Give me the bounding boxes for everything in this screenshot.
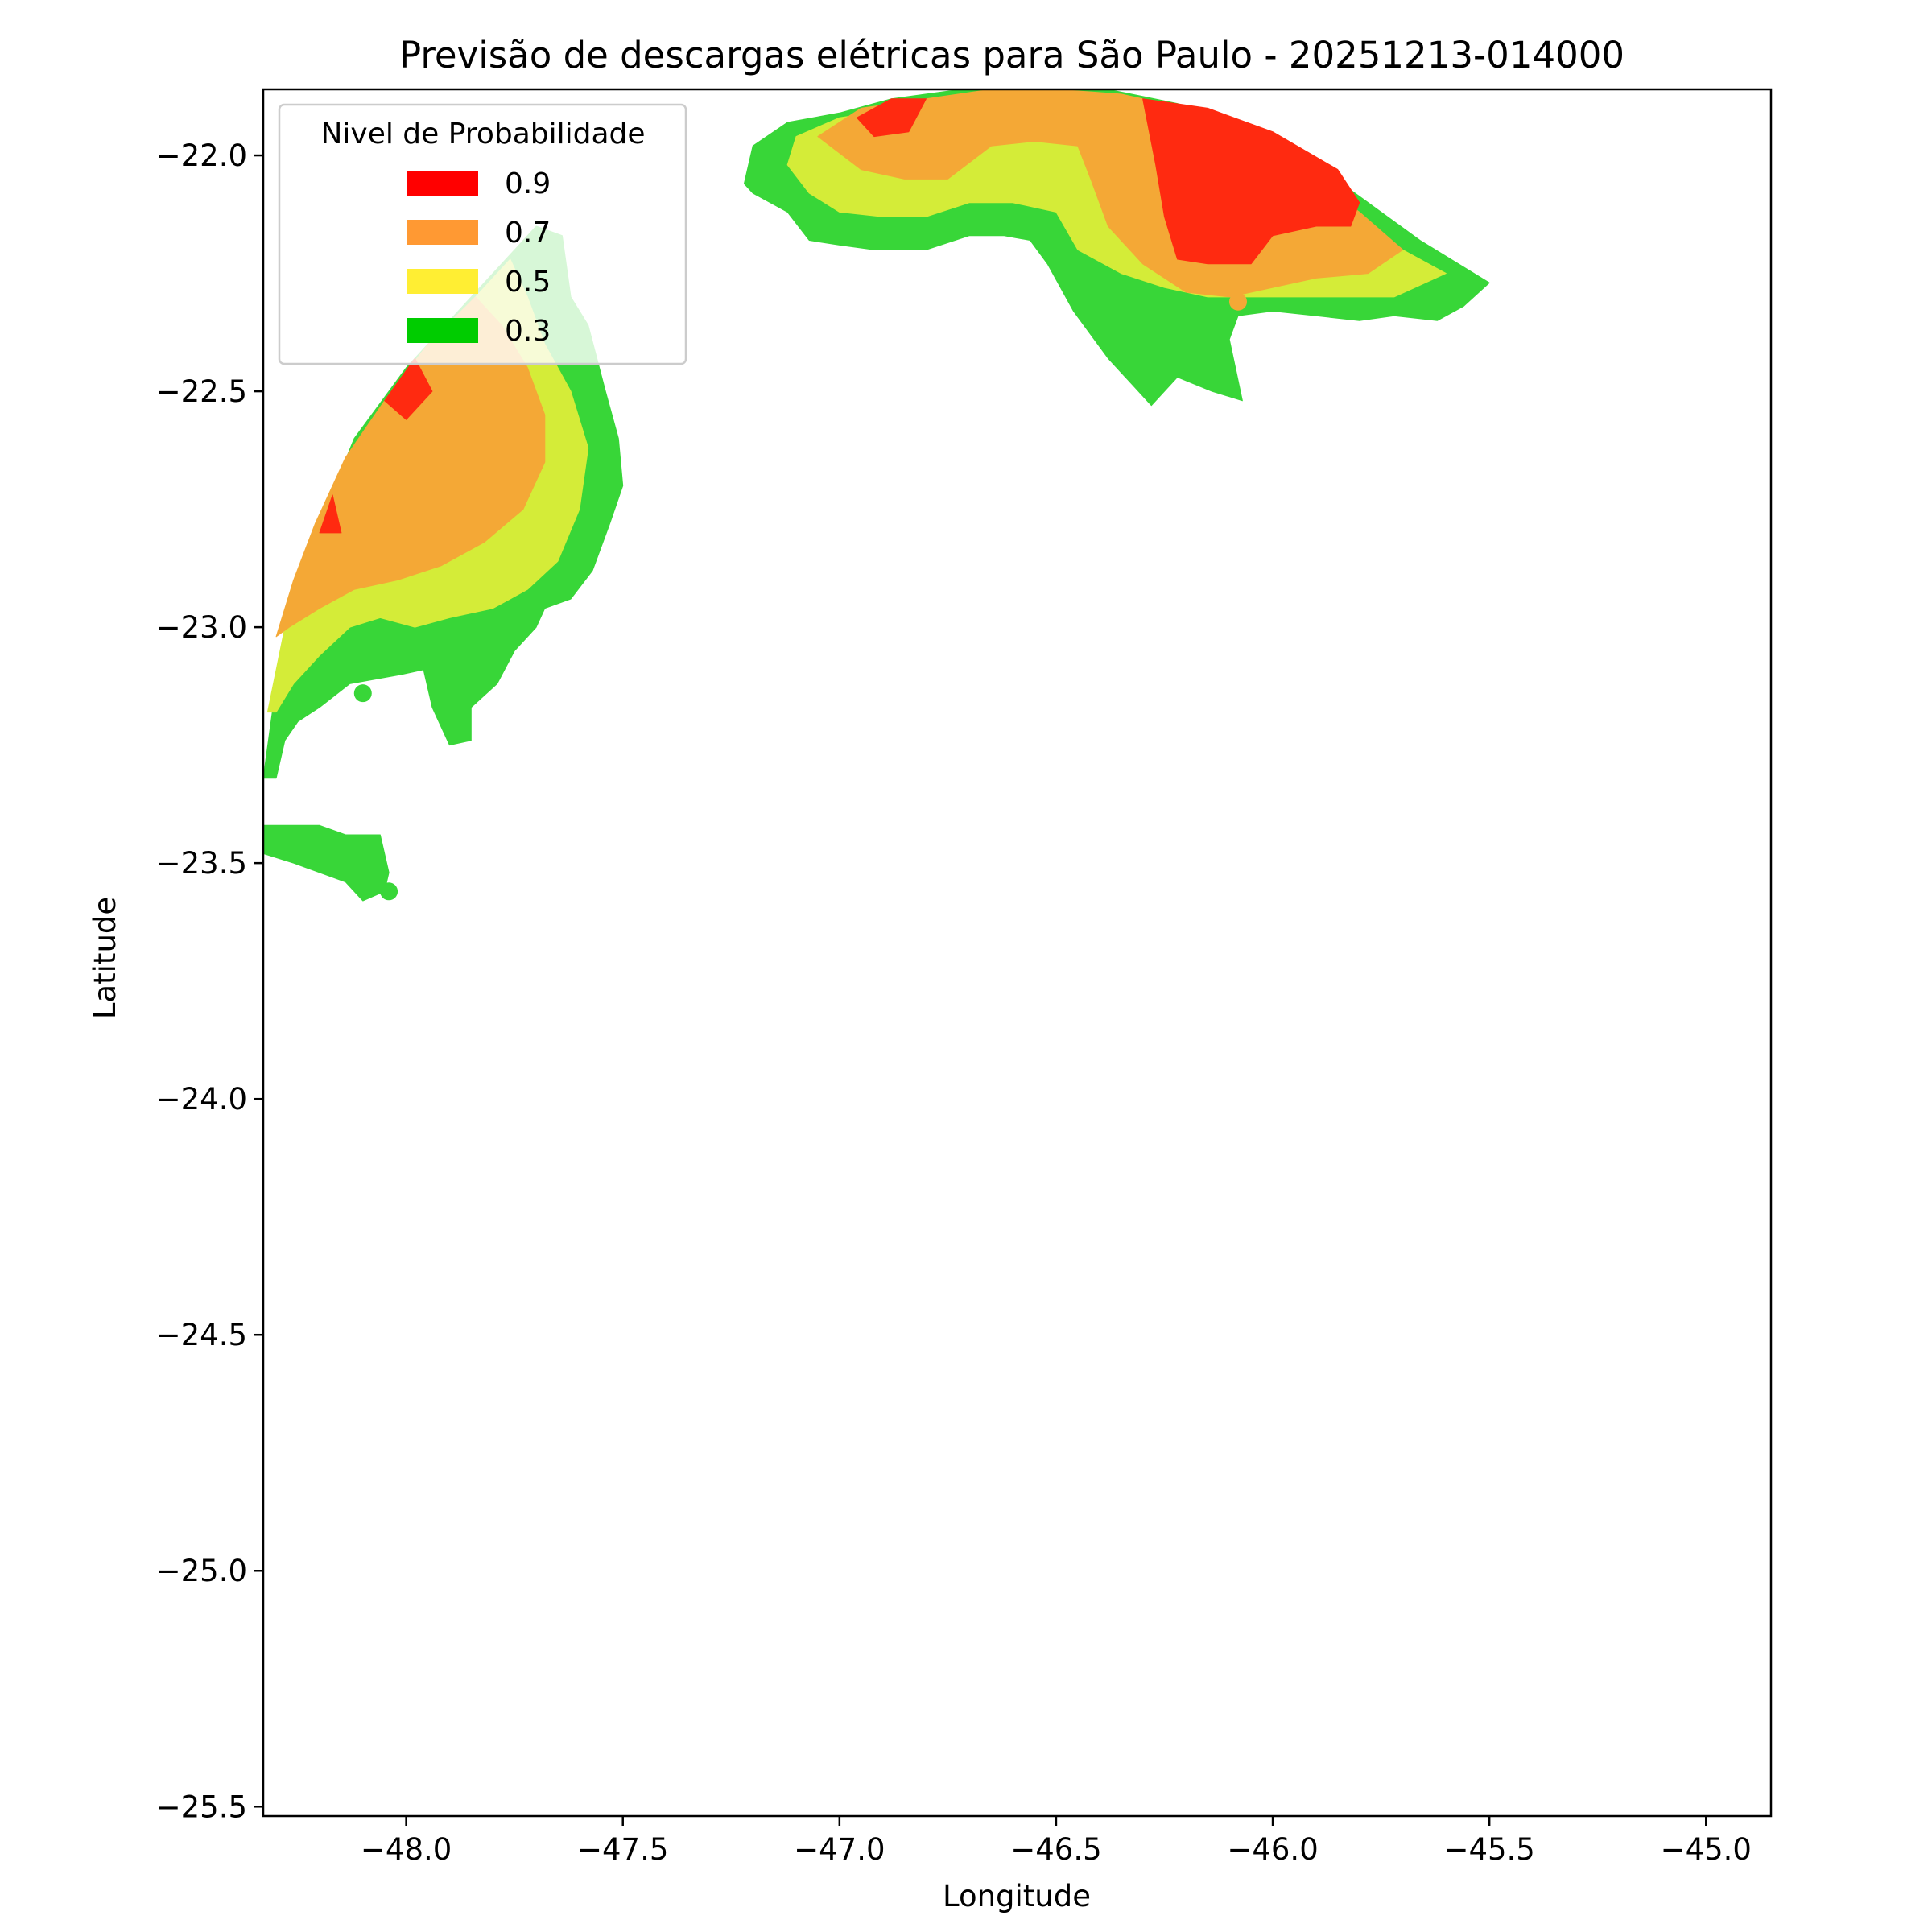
x-tick-label: −47.0 bbox=[794, 1832, 885, 1867]
legend-swatch bbox=[407, 171, 478, 196]
x-tick-label: −47.5 bbox=[577, 1832, 668, 1867]
plot-frame bbox=[262, 88, 1773, 1818]
y-tick-label: −25.5 bbox=[156, 1790, 247, 1824]
y-tick-label: −24.0 bbox=[156, 1082, 247, 1117]
x-tick-label: −48.0 bbox=[361, 1832, 452, 1867]
x-tick-label: −45.0 bbox=[1661, 1832, 1752, 1867]
contour-marker-1 bbox=[380, 882, 398, 901]
legend-entries: 0.9 0.7 0.5 0.3 bbox=[407, 167, 551, 348]
y-tick-label: −23.0 bbox=[156, 610, 247, 645]
y-tick-label: −24.5 bbox=[156, 1318, 247, 1352]
y-axis-ticks: −22.0 −22.5 −23.0 −23.5 −24.0 −24.5 −25.0 −25.5 bbox=[156, 138, 263, 1824]
legend: Nivel de Probabilidade 0.9 0.7 0.5 0.3 bbox=[278, 103, 687, 365]
legend-label: 0.7 bbox=[505, 217, 551, 250]
contour-regions bbox=[263, 89, 1490, 902]
y-axis-label: Latitude bbox=[88, 897, 122, 1019]
contour-marker-0 bbox=[353, 684, 372, 703]
west-cell-level-09 bbox=[319, 494, 342, 534]
x-axis-ticks: −48.0 −47.5 −47.0 −46.5 −46.0 −45.5 −45.0 bbox=[361, 1816, 1752, 1867]
west-cell-2-level-03 bbox=[263, 824, 390, 902]
west-cell-level-07 bbox=[275, 296, 546, 638]
y-tick-label: −22.0 bbox=[156, 138, 247, 173]
north-cell-level-09 bbox=[1142, 98, 1360, 265]
contour-markers bbox=[353, 292, 1247, 901]
y-tick-label: −23.5 bbox=[156, 846, 247, 881]
legend-label: 0.9 bbox=[505, 167, 551, 200]
x-tick-label: −46.0 bbox=[1227, 1832, 1318, 1867]
west-cell-level-09 bbox=[384, 357, 433, 420]
legend-label: 0.3 bbox=[505, 315, 551, 348]
north-cell-level-09 bbox=[856, 98, 927, 138]
plot-area: −48.0 −47.5 −47.0 −46.5 −46.0 −45.5 −45.0 −22.… bbox=[156, 88, 1773, 1867]
x-tick-label: −46.5 bbox=[1010, 1832, 1101, 1867]
chart-title: Previsão de descargas elétricas para São… bbox=[399, 34, 1624, 76]
legend-frame bbox=[278, 103, 687, 365]
legend-swatch bbox=[407, 269, 478, 294]
x-axis-label: Longitude bbox=[943, 1879, 1091, 1913]
contour-marker-2 bbox=[1228, 292, 1247, 311]
x-tick-label: −45.5 bbox=[1443, 1832, 1534, 1867]
y-tick-label: −22.5 bbox=[156, 374, 247, 409]
legend-swatch bbox=[407, 318, 478, 343]
legend-label: 0.5 bbox=[505, 266, 551, 299]
y-tick-label: −25.0 bbox=[156, 1554, 247, 1588]
legend-title: Nivel de Probabilidade bbox=[320, 118, 645, 151]
legend-swatch bbox=[407, 220, 478, 245]
